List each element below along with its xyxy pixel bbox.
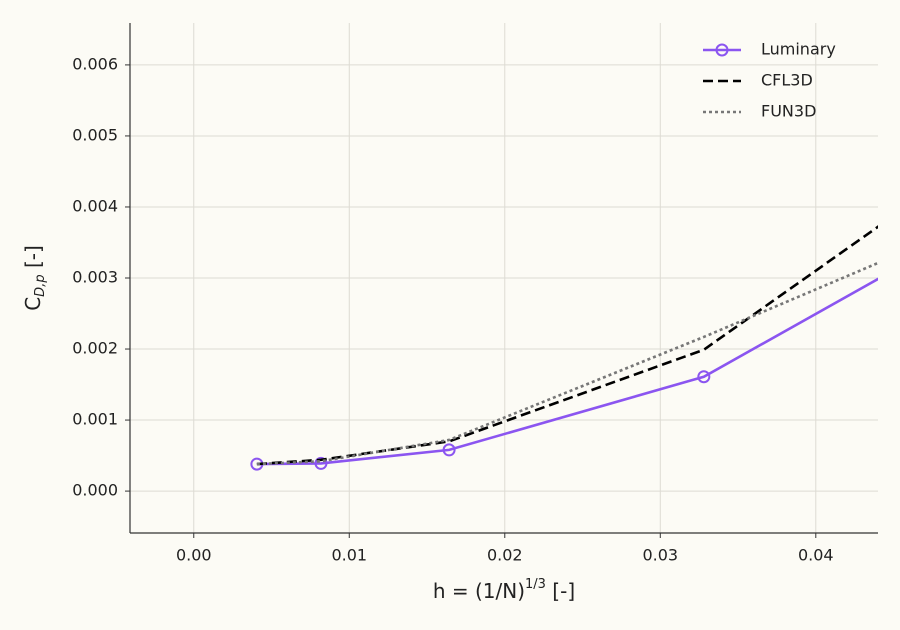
x-tick-label: 0.00	[176, 546, 212, 565]
y-tick-label: 0.003	[72, 268, 118, 287]
series-line	[256, 261, 878, 466]
x-tick-label: 0.04	[798, 546, 834, 565]
legend-label: CFL3D	[761, 71, 813, 90]
x-axis-label: h = (1/N)1/3 [-]	[433, 577, 575, 603]
legend-label: Luminary	[761, 40, 836, 59]
y-tick-label: 0.005	[72, 125, 118, 144]
grid: 0.00 0.01 0.02 0.03 0.04 0.000 0.001 0.002 0.003…	[72, 23, 878, 565]
plot-area	[250, 225, 878, 471]
series-line	[256, 277, 878, 466]
y-tick-label: 0.001	[72, 410, 118, 429]
y-tick-label: 0.006	[72, 54, 118, 73]
y-tick-label: 0.004	[72, 196, 118, 215]
legend-marker	[715, 43, 729, 57]
y-tick-label: 0.000	[72, 481, 118, 500]
y-tick-label: 0.002	[72, 339, 118, 358]
x-tick-label: 0.02	[487, 546, 523, 565]
legend: Luminary CFL3D FUN3D	[703, 40, 836, 121]
legend-label: FUN3D	[761, 102, 816, 121]
x-tick-label: 0.03	[642, 546, 678, 565]
y-axis-label: CD,p [-]	[21, 245, 48, 311]
point-marker	[314, 456, 328, 470]
point-marker	[697, 370, 711, 384]
x-tick-label: 0.01	[331, 546, 367, 565]
point-marker	[442, 443, 456, 457]
